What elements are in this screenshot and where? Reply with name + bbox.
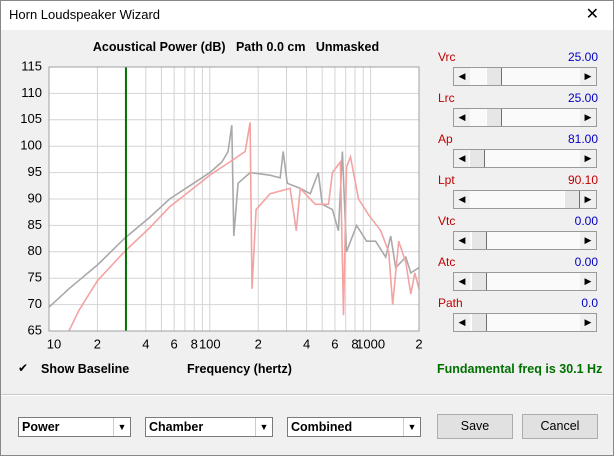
slider[interactable]: ◀ ▶ [453,272,597,291]
x-tick-label: 2 [415,336,422,351]
slider-left-arrow[interactable]: ◀ [454,109,470,126]
x-tick-label: 2 [255,336,262,351]
slider-right-arrow[interactable]: ▶ [580,273,596,290]
slider-left-arrow[interactable]: ◀ [454,191,470,208]
slider-thumb[interactable] [471,232,487,249]
fundamental-frequency: Fundamental freq is 30.1 Hz [437,362,603,376]
x-tick-label: 6 [331,336,338,351]
control-value: 0.00 [574,214,598,228]
dropdown-text: Power [22,420,60,434]
control-label: Vrc [438,50,456,64]
dropdown-arrow[interactable]: ▼ [113,418,130,436]
x-tick-label: 4 [303,336,310,351]
control-label: Atc [438,255,456,269]
control-value: 90.10 [567,173,598,187]
dropdown-text: Chamber [149,420,204,434]
slider[interactable]: ◀ ▶ [453,67,597,86]
button[interactable]: Cancel [522,414,598,439]
x-tick-label: 100 [199,336,221,351]
y-tick-label: 115 [21,58,42,73]
x-tick-label: 4 [142,336,149,351]
control-label: Path [438,296,463,310]
slider-left-arrow[interactable]: ◀ [454,273,470,290]
dropdown-arrow[interactable]: ▼ [403,418,420,436]
slider-right-arrow[interactable]: ▶ [580,232,596,249]
y-tick-label: 85 [28,217,42,232]
control-label: Vtc [438,214,456,228]
slider-left-arrow[interactable]: ◀ [454,68,470,85]
slider-left-arrow[interactable]: ◀ [454,150,470,167]
title-bar: Horn Loudspeaker Wizard ✕ [1,1,613,30]
y-tick-label: 70 [28,296,42,311]
slider-left-arrow[interactable]: ◀ [454,232,470,249]
x-tick-label: 8 [191,336,198,351]
x-tick-label: 2 [94,336,101,351]
slider-thumb[interactable] [469,150,485,167]
dropdown[interactable]: Combined ▼ [287,417,421,437]
slider[interactable]: ◀ ▶ [453,108,597,127]
control-value: 0.0 [581,296,598,310]
slider-right-arrow[interactable]: ▶ [580,314,596,331]
control-value: 81.00 [567,132,598,146]
slider-right-arrow[interactable]: ▶ [580,150,596,167]
dropdown[interactable]: Power ▼ [18,417,131,437]
checkbox[interactable]: ✔ [17,361,29,375]
y-tick-label: 105 [20,111,42,126]
slider-thumb[interactable] [564,191,580,208]
control-value: 25.00 [567,91,598,105]
slider-thumb[interactable] [486,109,502,126]
slider-thumb[interactable] [471,273,487,290]
separator [1,394,613,396]
control-value: 0.00 [574,255,598,269]
dropdown[interactable]: Chamber ▼ [145,417,273,437]
x-tick-label: 8 [351,336,358,351]
x-axis-label: Frequency (hertz) [187,362,292,376]
slider-right-arrow[interactable]: ▶ [580,68,596,85]
button[interactable]: Save [437,414,513,439]
slider[interactable]: ◀ ▶ [453,313,597,332]
slider-thumb[interactable] [471,314,487,331]
slider[interactable]: ◀ ▶ [453,149,597,168]
dropdown-text: Combined [291,420,353,434]
close-button[interactable]: ✕ [585,6,599,23]
data-line [68,122,420,332]
slider-thumb[interactable] [486,68,502,85]
x-tick-label: 10 [47,336,61,351]
y-tick-label: 100 [20,138,42,153]
slider-right-arrow[interactable]: ▶ [580,109,596,126]
y-tick-label: 80 [28,243,42,258]
slider-right-arrow[interactable]: ▶ [580,191,596,208]
x-tick-label: 6 [171,336,178,351]
control-label: Ap [438,132,453,146]
checkbox-label[interactable]: Show Baseline [41,362,130,376]
slider-left-arrow[interactable]: ◀ [454,314,470,331]
y-tick-label: 90 [28,190,42,205]
plot-border [48,66,420,332]
slider[interactable]: ◀ ▶ [453,231,597,250]
control-value: 25.00 [567,50,598,64]
y-tick-label: 95 [28,164,42,179]
window-title: Horn Loudspeaker Wizard [9,7,161,22]
chart-title: Acoustical Power (dB) Path 0.0 cm Unmask… [92,40,380,54]
control-label: Lrc [438,91,455,105]
data-line [48,124,420,308]
y-tick-label: 110 [21,85,42,100]
dropdown-arrow[interactable]: ▼ [255,418,272,436]
control-label: Lpt [438,173,455,187]
x-tick-label: 1000 [356,336,385,351]
y-tick-label: 65 [28,322,42,337]
slider[interactable]: ◀ ▶ [453,190,597,209]
y-tick-label: 75 [28,270,42,285]
